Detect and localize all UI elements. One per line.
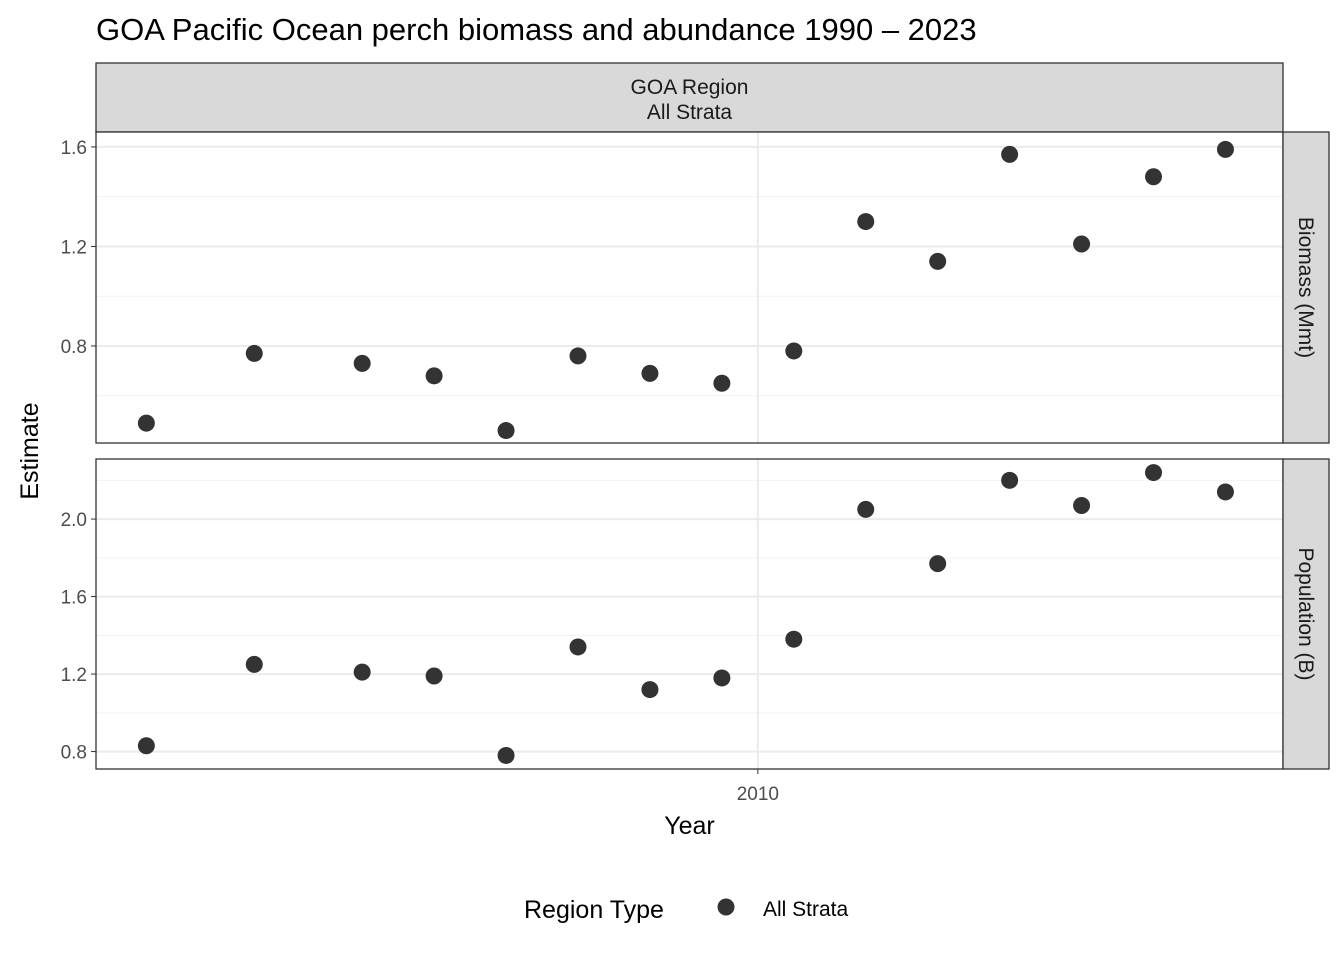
row-strip-label: Biomass (Mmt) (1294, 217, 1317, 358)
data-point (713, 374, 731, 392)
y-tick-label: 1.2 (61, 237, 87, 258)
column-strip-box (95, 62, 1284, 133)
column-strip-line-2: All Strata (647, 101, 733, 124)
data-point (137, 737, 155, 755)
legend-title: Region Type (524, 896, 664, 924)
y-tick-label: 2.0 (61, 510, 87, 531)
data-point (857, 213, 875, 231)
x-axis-title: Year (664, 812, 715, 840)
column-strip: GOA Region All Strata (95, 62, 1284, 133)
panel-background (96, 459, 1283, 769)
column-strip-line-1: GOA Region (631, 76, 749, 99)
panel-background (96, 132, 1283, 443)
data-point (497, 422, 515, 440)
data-point (785, 342, 803, 360)
data-point (353, 354, 371, 372)
data-point (245, 655, 263, 673)
legend-label: All Strata (763, 898, 849, 921)
data-point (785, 630, 803, 648)
row-strip (1282, 131, 1330, 444)
data-point (425, 667, 443, 685)
data-point (245, 344, 263, 362)
y-tick-label: 0.8 (61, 743, 87, 764)
data-point (929, 555, 947, 573)
facet-panel-1: 0.8 1.2 1.6 2.0 Population (B) (61, 458, 1330, 770)
row-strip-label: Population (B) (1294, 547, 1317, 680)
x-tick-label: 2010 (737, 784, 779, 805)
y-tick-label: 1.6 (61, 588, 87, 609)
data-point (713, 669, 731, 687)
data-point (641, 681, 659, 699)
legend: Region Type All Strata (524, 896, 849, 924)
data-point (1073, 497, 1091, 514)
y-tick-label: 1.6 (61, 138, 87, 159)
facet-panels: 0.8 1.2 1.6 Biomass (Mmt) 0.8 1.2 1.6 2.0 Popula… (61, 131, 1330, 805)
data-point (1001, 145, 1019, 163)
data-point (929, 252, 947, 270)
y-tick-label: 1.2 (61, 665, 87, 686)
data-point (1216, 140, 1234, 158)
row-strip (1282, 458, 1330, 770)
y-tick-label: 0.8 (61, 337, 87, 358)
data-point (569, 347, 587, 365)
data-point (1145, 464, 1163, 482)
data-point (641, 364, 659, 382)
data-point (353, 663, 371, 681)
facet-panel-0: 0.8 1.2 1.6 Biomass (Mmt) (61, 131, 1330, 444)
data-point (1001, 471, 1019, 489)
data-point (497, 746, 515, 764)
data-point (1216, 483, 1234, 501)
data-point (1145, 168, 1163, 186)
y-axis-title: Estimate (16, 402, 44, 499)
data-point (857, 500, 875, 518)
data-point (1073, 235, 1091, 253)
chart-title: GOA Pacific Ocean perch biomass and abun… (96, 12, 977, 47)
data-point (569, 638, 587, 656)
data-point (137, 414, 155, 432)
data-point (425, 367, 443, 385)
legend-marker (717, 898, 735, 916)
